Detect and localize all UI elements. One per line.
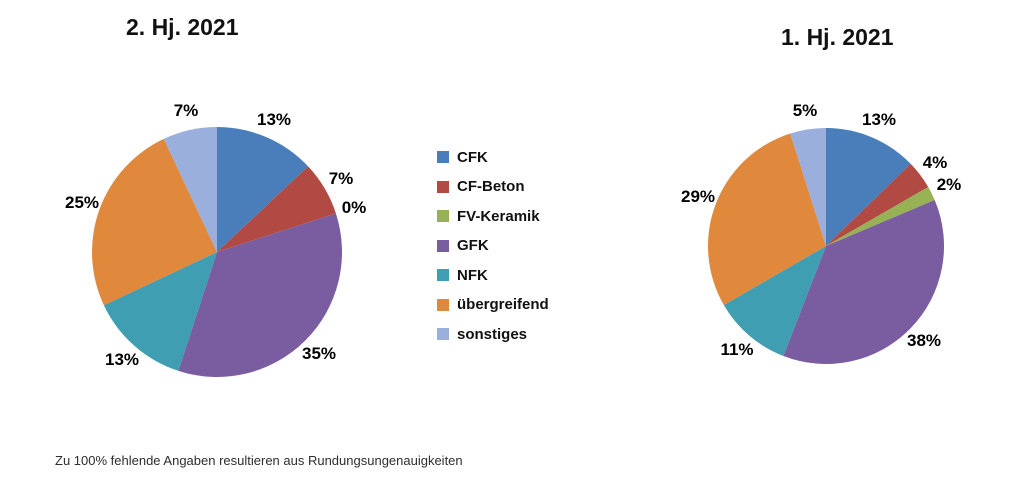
legend-item-übergreifend: übergreifend — [437, 296, 549, 314]
legend-color-swatch — [437, 298, 449, 311]
legend-color-swatch — [437, 269, 449, 281]
slice-label-übergreifend: 29% — [680, 187, 716, 206]
legend-item-sonstiges: sonstiges — [437, 325, 549, 343]
slice-label-cfk: 13% — [256, 110, 292, 129]
pie-slice-cf-beton — [826, 163, 929, 246]
pie-slice-nfk — [723, 246, 826, 357]
legend-label: CFK — [457, 148, 488, 166]
slice-label-cfk: 13% — [861, 110, 897, 129]
pie-slice-gfk — [178, 213, 342, 377]
pie-slice-übergreifend — [707, 133, 826, 305]
chart-title-1hj-2021: 1. Hj. 2021 — [781, 24, 894, 50]
pie-slice-übergreifend — [92, 138, 217, 306]
legend-label: GFK — [457, 237, 489, 254]
slice-label-sonstiges: 7% — [173, 101, 199, 120]
legend-item-cfk: CFK — [437, 148, 549, 166]
slice-label-übergreifend: 25% — [64, 193, 100, 212]
chart-title-2hj-2021: 2. Hj. 2021 — [126, 14, 239, 40]
slice-label-nfk: 13% — [104, 350, 140, 369]
slice-label-sonstiges: 5% — [792, 101, 818, 120]
legend-item-gfk: GFK — [437, 237, 549, 255]
legend-color-swatch — [437, 328, 449, 340]
legend-label: sonstiges — [457, 325, 528, 343]
legend: CFK CF-Beton FV-Keramik GFK NFK übergreifend s… — [437, 148, 549, 355]
legend-color-swatch — [437, 239, 449, 252]
pie-slice-sonstiges — [790, 128, 826, 246]
slice-label-fv-keramik: 0% — [341, 198, 367, 217]
pie-slice-cf-beton — [217, 166, 336, 252]
pie-slice-cfk — [217, 127, 309, 252]
slice-label-cf-beton: 4% — [922, 153, 948, 172]
legend-item-fv-keramik: FV-Keramik — [437, 207, 549, 225]
pie-slice-sonstiges — [163, 127, 217, 252]
legend-item-cf-beton: CF-Beton — [437, 178, 549, 196]
legend-label: NFK — [457, 266, 488, 284]
legend-color-swatch — [437, 180, 449, 193]
legend-label: FV-Keramik — [457, 207, 540, 225]
pie-slice-gfk — [783, 200, 945, 365]
slice-label-cf-beton: 7% — [328, 169, 354, 188]
legend-color-swatch — [437, 210, 449, 222]
pie-slice-fv-keramik — [826, 187, 935, 246]
pie-slice-cfk — [826, 128, 911, 246]
slice-label-fv-keramik: 2% — [936, 175, 962, 194]
slice-label-nfk: 11% — [720, 340, 754, 359]
slice-label-gfk: 38% — [906, 331, 942, 350]
legend-label: CF-Beton — [457, 178, 525, 195]
legend-item-nfk: NFK — [437, 266, 549, 284]
legend-label: übergreifend — [457, 296, 549, 313]
slice-label-gfk: 35% — [301, 344, 337, 363]
pie-slice-nfk — [103, 252, 217, 371]
legend-color-swatch — [437, 151, 449, 163]
footnote: Zu 100% fehlende Angaben resultieren aus… — [55, 453, 463, 468]
